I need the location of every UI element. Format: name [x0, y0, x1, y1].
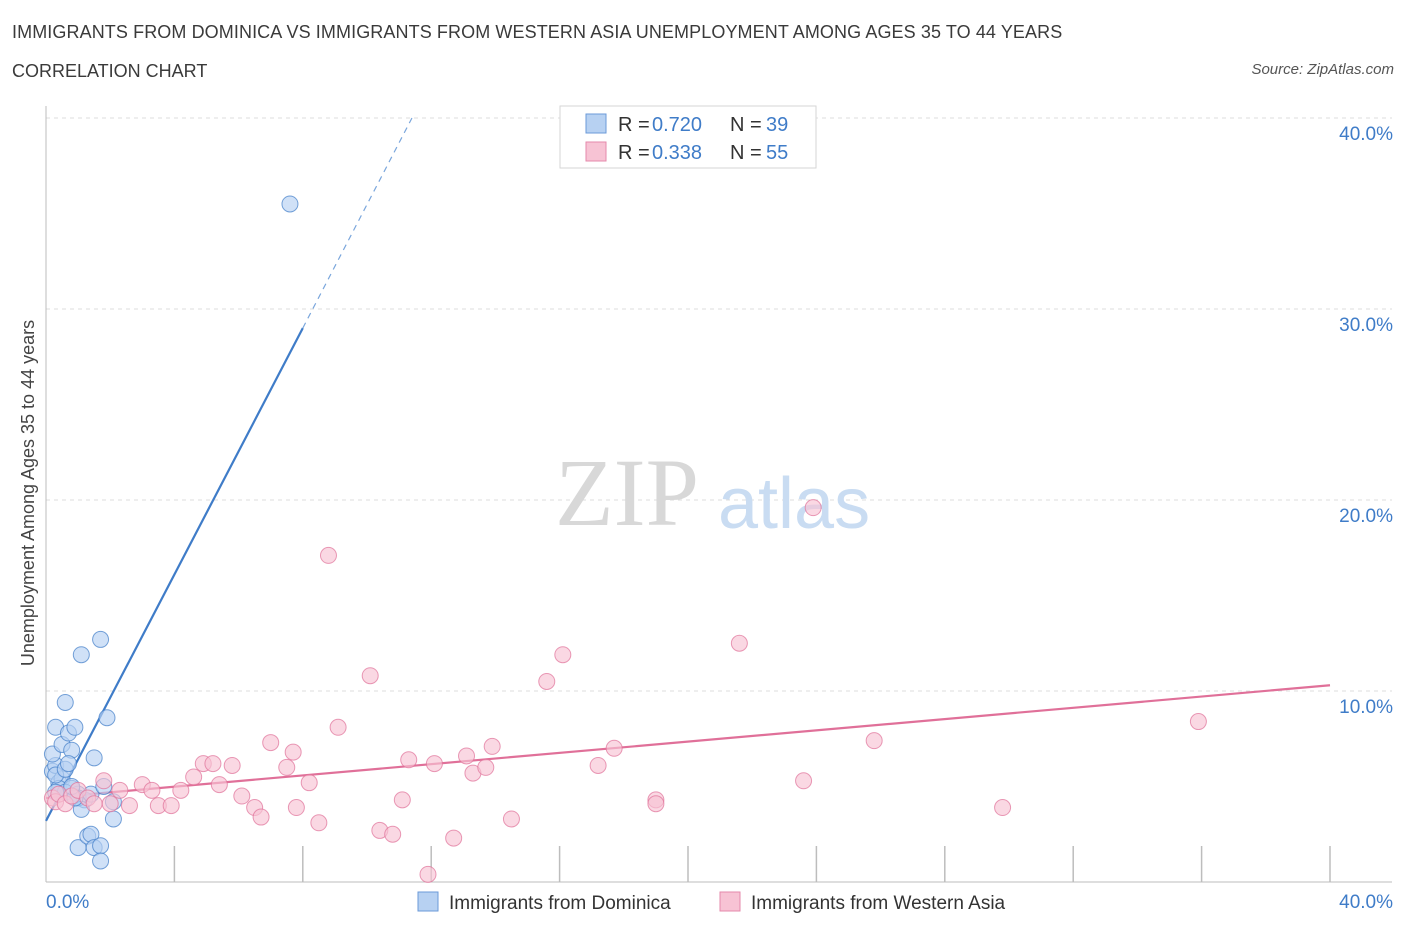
y-tick-label-3: 40.0% — [1339, 124, 1393, 145]
x-tick-label-1: 40.0% — [1339, 892, 1393, 913]
point-series1-51 — [647, 795, 665, 813]
point-series1-39 — [425, 755, 443, 773]
point-series1-53 — [795, 772, 813, 790]
x-tick-labels: 0.0% 40.0% — [46, 892, 1393, 913]
point-series1-52 — [730, 634, 748, 652]
y-tick-label-1: 20.0% — [1339, 506, 1393, 527]
y-tick-label-0: 10.0% — [1339, 697, 1393, 718]
point-series1-46 — [538, 672, 556, 690]
point-series1-10 — [111, 781, 129, 799]
point-series1-19 — [204, 755, 222, 773]
point-series1-57 — [1189, 713, 1207, 731]
point-series0-23 — [85, 749, 103, 767]
point-series0-34 — [92, 837, 110, 855]
watermark-atlas: atlas — [718, 464, 870, 544]
point-series0-29 — [72, 646, 90, 664]
source-credit: Source: ZipAtlas.com — [1251, 61, 1394, 78]
y-tick-label-2: 30.0% — [1339, 315, 1393, 336]
grid-lines — [46, 117, 1392, 692]
point-series0-35 — [92, 852, 110, 870]
stats-r-value-dominica: 0.720 — [652, 114, 702, 136]
legend-swatch-western-asia — [719, 891, 741, 912]
point-series1-37 — [400, 751, 418, 769]
stats-r-label-western-asia: R = — [618, 142, 650, 164]
y-tick-labels: 10.0% 20.0% 30.0% 40.0% — [1339, 124, 1393, 718]
point-series1-27 — [284, 743, 302, 761]
point-series0-36 — [281, 195, 299, 213]
point-series1-36 — [393, 791, 411, 809]
point-series0-25 — [98, 709, 116, 727]
trend-line-western-asia — [45, 684, 1331, 800]
watermark-zip: ZIP — [555, 439, 699, 546]
point-series1-13 — [143, 781, 161, 799]
point-series1-26 — [278, 758, 296, 776]
point-series1-44 — [483, 737, 501, 755]
point-series1-7 — [85, 795, 103, 813]
point-series1-9 — [101, 795, 119, 813]
stats-n-value-dominica: 39 — [766, 114, 788, 136]
stats-n-value-western-asia: 55 — [766, 142, 788, 164]
stats-n-label-western-asia: N = — [730, 142, 762, 164]
point-series1-25 — [262, 734, 280, 752]
point-series0-27 — [104, 810, 122, 828]
point-series1-20 — [210, 776, 228, 794]
point-series1-45 — [502, 810, 520, 828]
point-series1-35 — [384, 825, 402, 843]
y-axis-label: Unemployment Among Ages 35 to 44 years — [18, 320, 38, 666]
point-series1-43 — [477, 758, 495, 776]
legend-label-western-asia: Immigrants from Western Asia — [751, 893, 1006, 914]
chart-subtitle: CORRELATION CHART — [12, 61, 208, 81]
stats-swatch-dominica — [585, 113, 607, 134]
point-series0-10 — [56, 693, 74, 711]
trend-lines — [45, 117, 1331, 822]
point-series1-16 — [172, 781, 190, 799]
stats-n-label-dominica: N = — [730, 114, 762, 136]
point-series1-22 — [233, 787, 251, 805]
point-series1-49 — [605, 739, 623, 757]
stats-legend: R = 0.720 N = 39 R = 0.338 N = 55 — [559, 105, 817, 169]
point-series0-13 — [66, 718, 84, 736]
point-series1-48 — [589, 756, 607, 774]
point-series1-56 — [994, 799, 1012, 817]
trend-line-dominica-extension — [302, 117, 413, 329]
point-series0-14 — [59, 755, 77, 773]
point-series1-15 — [162, 797, 180, 815]
point-series1-40 — [445, 829, 463, 847]
point-series1-24 — [252, 808, 270, 826]
point-series1-38 — [419, 865, 437, 883]
point-series1-17 — [185, 768, 203, 786]
series-legend: Immigrants from Dominica Immigrants from… — [417, 891, 1006, 914]
x-tick-label-0: 0.0% — [46, 892, 89, 913]
point-series1-54 — [804, 499, 822, 517]
chart-title: IMMIGRANTS FROM DOMINICA VS IMMIGRANTS F… — [12, 22, 1063, 42]
point-series1-41 — [458, 747, 476, 765]
point-series1-33 — [361, 667, 379, 685]
legend-label-dominica: Immigrants from Dominica — [449, 893, 671, 914]
stats-swatch-western-asia — [585, 141, 607, 162]
point-series1-11 — [120, 797, 138, 815]
point-series1-21 — [223, 756, 241, 774]
trend-line-dominica — [45, 327, 304, 822]
point-series1-28 — [287, 799, 305, 817]
data-points — [43, 195, 1207, 883]
legend-swatch-dominica — [417, 891, 439, 912]
point-series1-55 — [865, 732, 883, 750]
point-series1-8 — [95, 772, 113, 790]
stats-r-value-western-asia: 0.338 — [652, 142, 702, 164]
stats-r-label-dominica: R = — [618, 114, 650, 136]
point-series0-28 — [92, 630, 110, 648]
point-series1-32 — [329, 718, 347, 736]
point-series1-30 — [310, 814, 328, 832]
point-series1-47 — [554, 646, 572, 664]
point-series1-29 — [300, 774, 318, 792]
point-series1-31 — [319, 546, 337, 564]
